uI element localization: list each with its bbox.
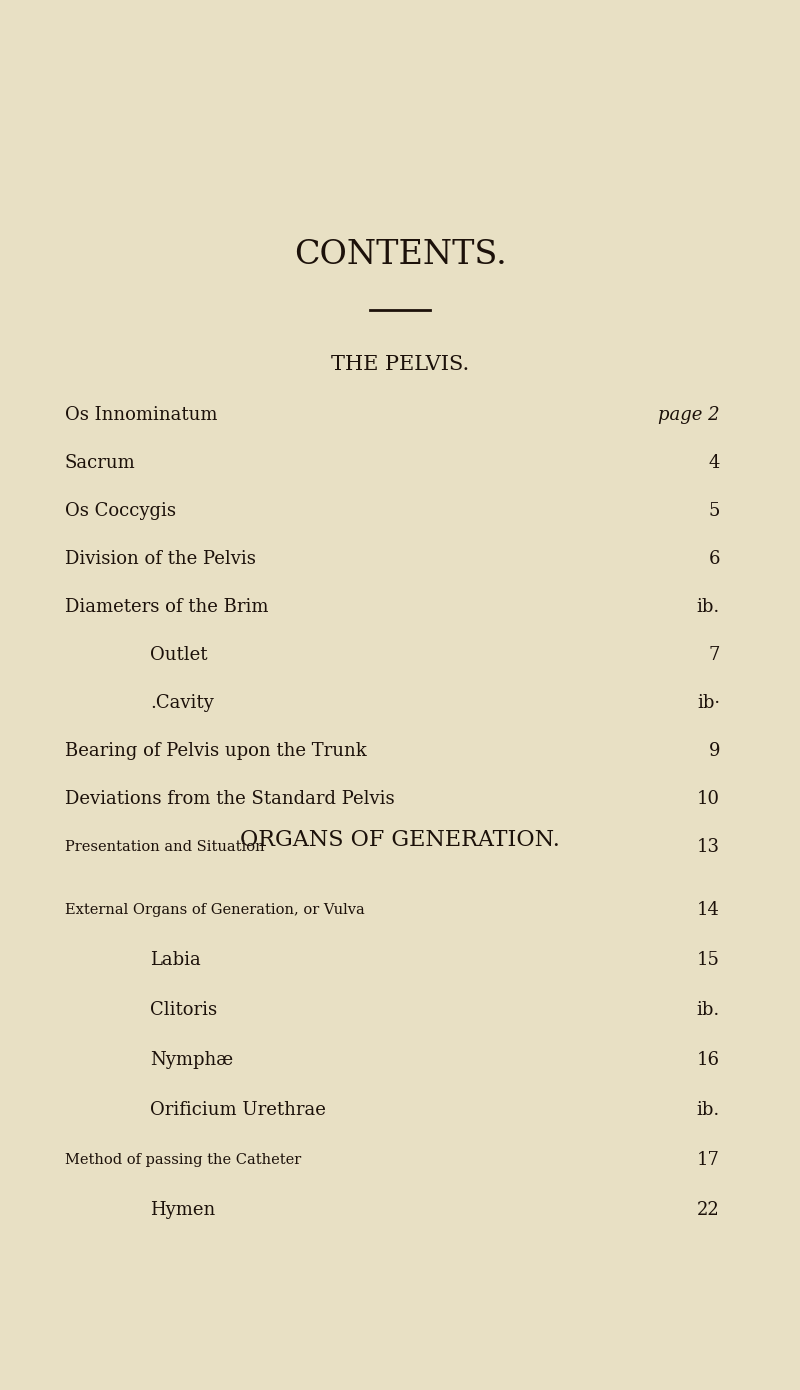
Text: ib.: ib. (697, 598, 720, 616)
Text: Os Coccygis: Os Coccygis (65, 502, 176, 520)
Text: 15: 15 (697, 951, 720, 969)
Text: 7: 7 (709, 646, 720, 664)
Text: External Organs of Generation, or Vulva: External Organs of Generation, or Vulva (65, 904, 365, 917)
Text: 16: 16 (697, 1051, 720, 1069)
Text: 22: 22 (698, 1201, 720, 1219)
Text: Presentation and Situation: Presentation and Situation (65, 840, 265, 853)
Text: Labia: Labia (150, 951, 201, 969)
Text: Hymen: Hymen (150, 1201, 215, 1219)
Text: 4: 4 (709, 455, 720, 473)
Text: Division of the Pelvis: Division of the Pelvis (65, 550, 256, 569)
Text: ib.: ib. (697, 1101, 720, 1119)
Text: 9: 9 (709, 742, 720, 760)
Text: ORGANS OF GENERATION.: ORGANS OF GENERATION. (240, 828, 560, 851)
Text: Clitoris: Clitoris (150, 1001, 217, 1019)
Text: Bearing of Pelvis upon the Trunk: Bearing of Pelvis upon the Trunk (65, 742, 366, 760)
Text: ib.: ib. (697, 1001, 720, 1019)
Text: Deviations from the Standard Pelvis: Deviations from the Standard Pelvis (65, 790, 394, 808)
Text: CONTENTS.: CONTENTS. (294, 239, 506, 271)
Text: Sacrum: Sacrum (65, 455, 136, 473)
Text: Method of passing the Catheter: Method of passing the Catheter (65, 1152, 302, 1168)
Text: Os Innominatum: Os Innominatum (65, 406, 218, 424)
Text: 5: 5 (709, 502, 720, 520)
Text: Nymphæ: Nymphæ (150, 1051, 233, 1069)
Text: Outlet: Outlet (150, 646, 207, 664)
Text: Orificium Urethrae: Orificium Urethrae (150, 1101, 326, 1119)
Text: ib·: ib· (697, 694, 720, 712)
Text: 10: 10 (697, 790, 720, 808)
Text: Diameters of the Brim: Diameters of the Brim (65, 598, 269, 616)
Text: page 2: page 2 (658, 406, 720, 424)
Text: 13: 13 (697, 838, 720, 856)
Text: .Cavity: .Cavity (150, 694, 214, 712)
Text: THE PELVIS.: THE PELVIS. (331, 356, 469, 374)
Text: 17: 17 (697, 1151, 720, 1169)
Text: 6: 6 (709, 550, 720, 569)
Text: 14: 14 (697, 901, 720, 919)
